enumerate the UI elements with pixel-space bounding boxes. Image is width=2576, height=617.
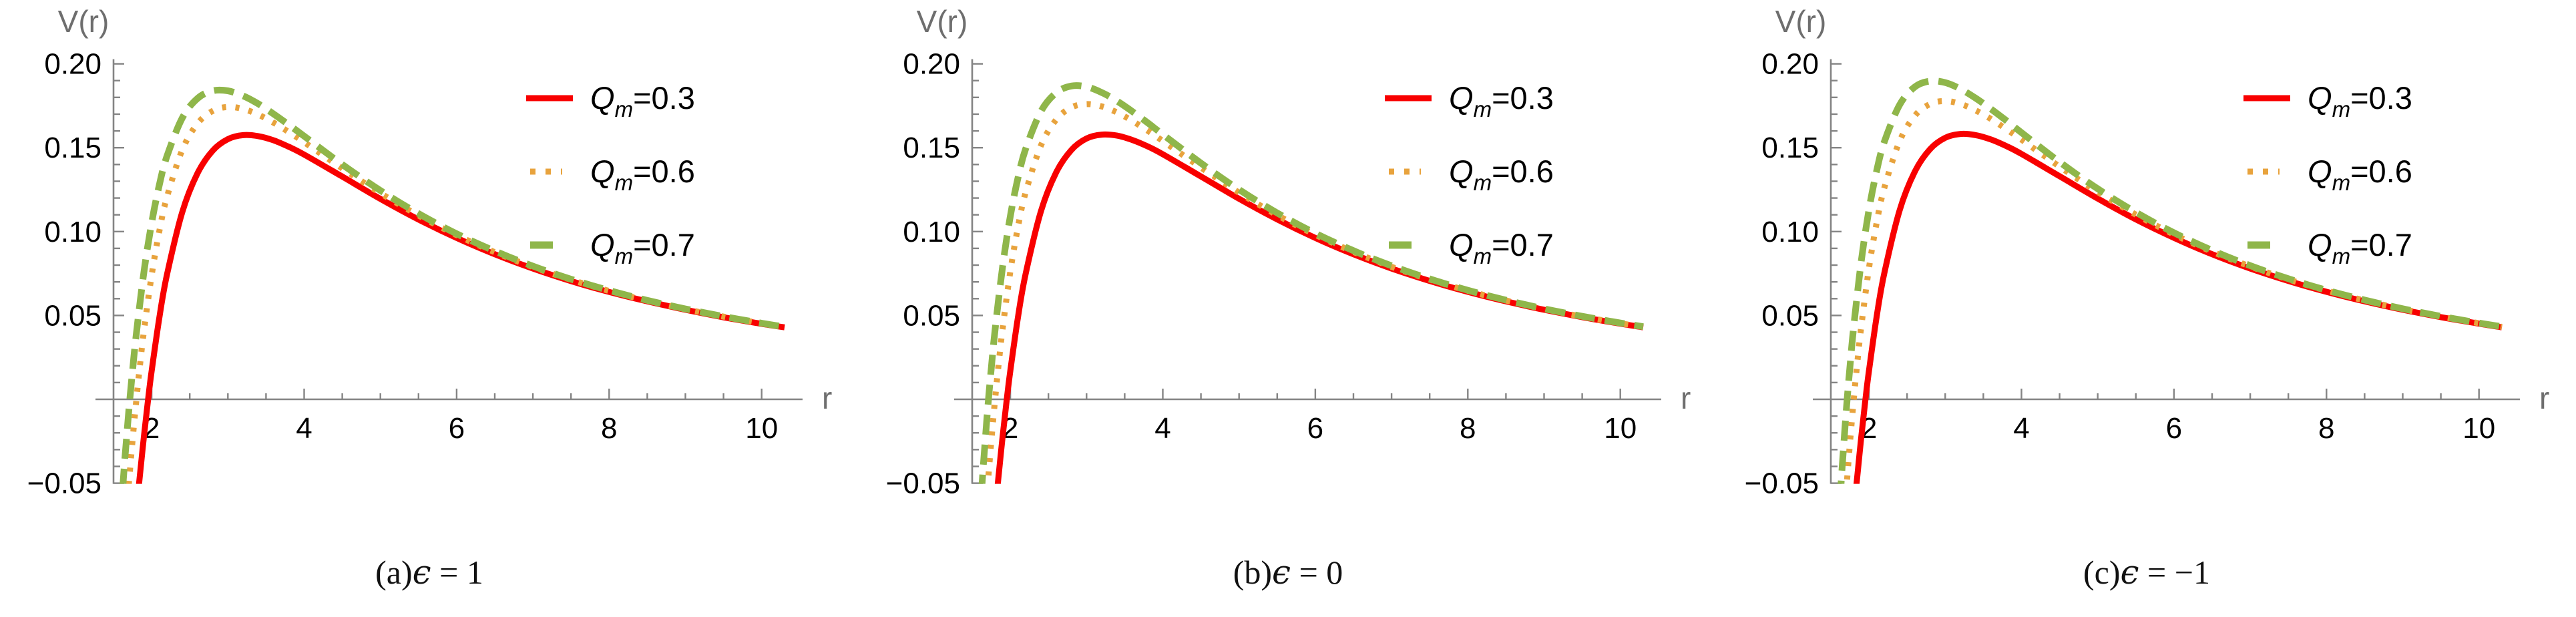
- curve-qm-0.7: [120, 86, 785, 484]
- y-tick-label: −0.05: [886, 467, 960, 500]
- legend: Qm=0.3 Qm=0.6 Qm=0.7: [526, 80, 695, 268]
- ticks: [1831, 63, 2480, 484]
- x-axis-label: r: [822, 381, 832, 415]
- y-tick-label: 0.20: [1761, 48, 1819, 81]
- tick-labels: 2 4 6 8 10−0.050.050.100.150.20: [27, 48, 779, 500]
- legend-entry-qm-0.6: Qm=0.6: [1389, 154, 1554, 195]
- potential-plot-b: 2 4 6 8 10 −0.05 0.05 0.10 0.15 0.20 V(r) r Qm=0.3 Qm…: [859, 0, 1717, 534]
- legend-entry-qm-0.6: Qm=0.6: [2247, 154, 2412, 195]
- plot-canvas: 2 4 6 8 10−0.050.050.100.150.20V(r)rQm=0.3Qm…: [27, 4, 833, 500]
- caption-a-tag: (a): [375, 554, 413, 591]
- legend: Qm=0.3 Qm=0.6 Qm=0.7: [2243, 80, 2412, 268]
- x-tick-label: 8: [601, 412, 617, 445]
- legend-label: Qm=0.3: [590, 80, 695, 122]
- legend: Qm=0.3 Qm=0.6 Qm=0.7: [1385, 80, 1554, 268]
- legend-entry-qm-0.3: Qm=0.3: [1385, 80, 1554, 122]
- caption-a-value: = 1: [431, 554, 483, 591]
- legend-entry-qm-0.6: Qm=0.6: [530, 154, 695, 195]
- y-tick-label: 0.10: [44, 216, 101, 248]
- legend-entry-qm-0.7: Qm=0.7: [530, 227, 695, 268]
- y-tick-label: 0.05: [44, 299, 101, 332]
- caption-b-value: = 0: [1291, 554, 1343, 591]
- potential-plot-a: 2 4 6 8 10 −0.05 0.05 0.10 0.15 0.20 V(r) r Qm=0.3 Qm…: [0, 0, 859, 534]
- tick-labels: 2 4 6 8 10−0.050.050.100.150.20: [1745, 48, 2496, 500]
- caption-a: (a)ϵ = 1: [0, 534, 859, 613]
- legend-label: Qm=0.3: [1449, 80, 1554, 122]
- curves: [1838, 77, 2503, 484]
- y-tick-label: 0.10: [903, 216, 960, 248]
- legend-label: Qm=0.3: [2308, 80, 2412, 122]
- legend-label: Qm=0.6: [590, 154, 695, 195]
- y-tick-label: 0.15: [1761, 132, 1819, 164]
- y-tick-label: 0.15: [903, 132, 960, 164]
- legend-label: Qm=0.6: [2308, 154, 2412, 195]
- x-tick-label: 4: [2013, 412, 2029, 445]
- legend-entry-qm-0.7: Qm=0.7: [2247, 227, 2412, 268]
- x-tick-label: 8: [1460, 412, 1476, 445]
- x-tick-label: 8: [2318, 412, 2334, 445]
- caption-b-tag: (b): [1233, 554, 1273, 591]
- y-tick-label: 0.05: [1761, 299, 1819, 332]
- ticks: [972, 63, 1621, 484]
- legend-entry-qm-0.7: Qm=0.7: [1389, 227, 1554, 268]
- legend-label: Qm=0.7: [590, 227, 695, 268]
- caption-c-tag: (c): [2083, 554, 2121, 591]
- tick-labels: 2 4 6 8 10−0.050.050.100.150.20: [886, 48, 1637, 500]
- y-axis-label: V(r): [58, 4, 110, 39]
- panel-b: 2 4 6 8 10 −0.05 0.05 0.10 0.15 0.20 V(r) r Qm=0.3 Qm…: [859, 0, 1717, 613]
- y-tick-label: 0.20: [903, 48, 960, 81]
- y-tick-label: 0.10: [1761, 216, 1819, 248]
- potential-plot-c: 2 4 6 8 10 −0.05 0.05 0.10 0.15 0.20 V(r) r Qm=0.3 Qm…: [1717, 0, 2576, 534]
- x-tick-label: 6: [2166, 412, 2182, 445]
- panel-a: 2 4 6 8 10 −0.05 0.05 0.10 0.15 0.20 V(r) r Qm=0.3 Qm…: [0, 0, 859, 613]
- panel-c: 2 4 6 8 10 −0.05 0.05 0.10 0.15 0.20 V(r) r Qm=0.3 Qm…: [1717, 0, 2576, 613]
- curves: [978, 82, 1644, 484]
- legend-label: Qm=0.7: [1449, 227, 1554, 268]
- epsilon-symbol: ϵ: [2120, 553, 2139, 592]
- caption-b: (b)ϵ = 0: [859, 534, 1717, 613]
- x-tick-label: 4: [1154, 412, 1170, 445]
- curves: [120, 86, 785, 484]
- epsilon-symbol: ϵ: [1272, 553, 1291, 592]
- legend-entry-qm-0.3: Qm=0.3: [2243, 80, 2412, 122]
- epsilon-symbol: ϵ: [412, 553, 431, 592]
- legend-entry-qm-0.3: Qm=0.3: [526, 80, 695, 122]
- y-tick-label: 0.05: [903, 299, 960, 332]
- y-tick-label: 0.20: [44, 48, 101, 81]
- x-tick-label: 4: [296, 412, 312, 445]
- y-tick-label: −0.05: [1745, 467, 1819, 500]
- caption-c: (c)ϵ = −1: [1717, 534, 2576, 613]
- y-axis-label: V(r): [917, 4, 968, 39]
- legend-label: Qm=0.7: [2308, 227, 2412, 268]
- y-axis-label: V(r): [1775, 4, 1827, 39]
- x-axis-label: r: [2539, 381, 2549, 415]
- plot-canvas: 2 4 6 8 10−0.050.050.100.150.20V(r)rQm=0.3Qm…: [886, 4, 1691, 500]
- x-tick-label: 10: [1604, 412, 1637, 445]
- curve-qm-0.7: [978, 82, 1644, 484]
- x-tick-label: 10: [745, 412, 778, 445]
- y-tick-label: 0.15: [44, 132, 101, 164]
- x-tick-label: 6: [449, 412, 465, 445]
- ticks: [114, 63, 763, 484]
- plot-canvas: 2 4 6 8 10−0.050.050.100.150.20V(r)rQm=0.3Qm…: [1745, 4, 2550, 500]
- x-tick-label: 10: [2462, 412, 2495, 445]
- legend-label: Qm=0.6: [1449, 154, 1554, 195]
- caption-c-value: = −1: [2139, 554, 2210, 591]
- x-tick-label: 6: [1307, 412, 1323, 445]
- y-tick-label: −0.05: [27, 467, 101, 500]
- x-axis-label: r: [1681, 381, 1691, 415]
